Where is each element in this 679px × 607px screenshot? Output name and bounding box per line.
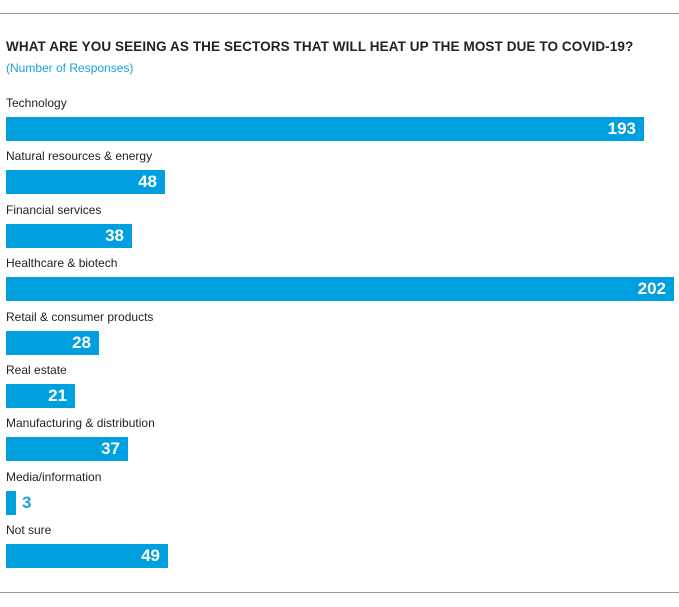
category-label: Natural resources & energy bbox=[6, 149, 153, 163]
data-label: 28 bbox=[72, 333, 91, 352]
bar bbox=[6, 117, 644, 141]
data-label: 48 bbox=[138, 172, 157, 191]
bar bbox=[6, 491, 16, 515]
data-label: 193 bbox=[607, 119, 636, 138]
category-label: Healthcare & biotech bbox=[6, 256, 118, 270]
bar bbox=[6, 384, 75, 408]
data-label: 38 bbox=[105, 226, 124, 245]
category-label: Real estate bbox=[6, 363, 67, 377]
category-label: Not sure bbox=[6, 523, 52, 537]
category-label: Retail & consumer products bbox=[6, 310, 154, 324]
bar bbox=[6, 437, 128, 461]
bar bbox=[6, 331, 99, 355]
category-label: Technology bbox=[6, 96, 67, 110]
top-rule bbox=[0, 13, 679, 14]
bar bbox=[6, 224, 132, 248]
data-label: 3 bbox=[22, 493, 32, 512]
bottom-rule bbox=[0, 592, 679, 593]
data-label: 202 bbox=[637, 279, 666, 298]
bar bbox=[6, 277, 674, 301]
category-label: Manufacturing & distribution bbox=[6, 416, 155, 430]
chart-title: WHAT ARE YOU SEEING AS THE SECTORS THAT … bbox=[6, 39, 634, 54]
data-label: 49 bbox=[141, 546, 160, 565]
category-label: Financial services bbox=[6, 203, 102, 217]
bar bbox=[6, 170, 165, 194]
chart-subtitle: (Number of Responses) bbox=[6, 61, 134, 75]
data-label: 37 bbox=[101, 439, 120, 458]
data-label: 21 bbox=[48, 386, 67, 405]
category-label: Media/information bbox=[6, 470, 102, 484]
bar bbox=[6, 544, 168, 568]
